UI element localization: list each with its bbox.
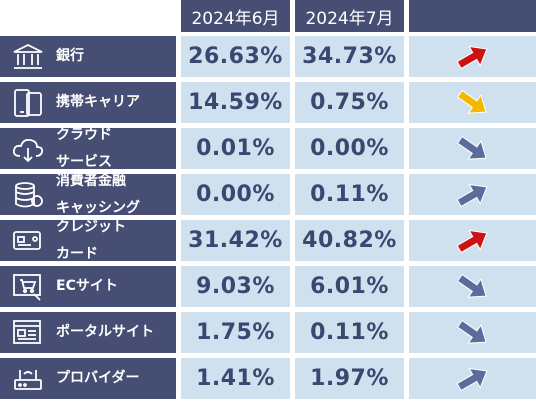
table-row: 銀行 26.63% 34.73% bbox=[0, 36, 536, 77]
header-july-2024: 2024年7月 bbox=[295, 0, 404, 32]
category-cell: 携帯キャリア bbox=[0, 82, 176, 123]
table-row: 携帯キャリア 14.59% 0.75% bbox=[0, 82, 536, 123]
category-label: プロバイダー bbox=[56, 370, 140, 386]
july-value: 1.97% bbox=[295, 358, 404, 399]
credit-card-icon bbox=[0, 220, 56, 261]
table-row: ポータルサイト 1.75% 0.11% bbox=[0, 312, 536, 353]
cloud-icon bbox=[0, 128, 56, 169]
july-value: 0.11% bbox=[295, 174, 404, 215]
arrow-up-icon bbox=[409, 174, 536, 215]
arrow-down-icon bbox=[409, 312, 536, 353]
coins-icon bbox=[0, 174, 56, 215]
category-cell: プロバイダー bbox=[0, 358, 176, 399]
june-value: 14.59% bbox=[181, 82, 290, 123]
shopping-cart-icon bbox=[0, 266, 56, 307]
arrow-down-icon bbox=[409, 266, 536, 307]
june-value: 9.03% bbox=[181, 266, 290, 307]
header-blank-category bbox=[0, 0, 176, 32]
table-row: プロバイダー 1.41% 1.97% bbox=[0, 358, 536, 399]
category-label: クレジット カード bbox=[56, 218, 126, 262]
router-icon bbox=[0, 358, 56, 399]
category-label: ポータルサイト bbox=[56, 324, 154, 340]
june-value: 26.63% bbox=[181, 36, 290, 77]
bank-icon bbox=[0, 36, 56, 77]
category-cell: クレジット カード bbox=[0, 219, 176, 262]
june-value: 0.01% bbox=[181, 128, 290, 169]
category-cell: 消費者金融 キャッシング bbox=[0, 173, 176, 216]
category-cell: クラウド サービス bbox=[0, 127, 176, 170]
category-label: 銀行 bbox=[56, 48, 84, 64]
category-label: クラウド サービス bbox=[56, 126, 112, 170]
arrow-up-icon bbox=[409, 36, 536, 77]
july-value: 40.82% bbox=[295, 220, 404, 261]
category-label: 携帯キャリア bbox=[56, 94, 140, 110]
table-row: ECサイト 9.03% 6.01% bbox=[0, 266, 536, 307]
june-value: 31.42% bbox=[181, 220, 290, 261]
smartphone-icon bbox=[0, 82, 56, 123]
category-label: ECサイト bbox=[56, 278, 118, 294]
header-trend bbox=[409, 0, 536, 32]
web-portal-icon bbox=[0, 312, 56, 353]
category-cell: ECサイト bbox=[0, 266, 176, 307]
category-cell: ポータルサイト bbox=[0, 312, 176, 353]
july-value: 0.11% bbox=[295, 312, 404, 353]
arrow-down-icon bbox=[409, 82, 536, 123]
june-value: 0.00% bbox=[181, 174, 290, 215]
table-row: 消費者金融 キャッシング 0.00% 0.11% bbox=[0, 173, 536, 216]
july-value: 6.01% bbox=[295, 266, 404, 307]
july-value: 0.75% bbox=[295, 82, 404, 123]
category-label: 消費者金融 キャッシング bbox=[56, 172, 140, 216]
table-row: クラウド サービス 0.01% 0.00% bbox=[0, 127, 536, 170]
category-cell: 銀行 bbox=[0, 36, 176, 77]
july-value: 34.73% bbox=[295, 36, 404, 77]
july-value: 0.00% bbox=[295, 128, 404, 169]
june-value: 1.41% bbox=[181, 358, 290, 399]
table-row: クレジット カード 31.42% 40.82% bbox=[0, 219, 536, 262]
june-value: 1.75% bbox=[181, 312, 290, 353]
arrow-up-icon bbox=[409, 358, 536, 399]
header-june-2024: 2024年6月 bbox=[181, 0, 290, 32]
arrow-up-icon bbox=[409, 220, 536, 261]
arrow-down-icon bbox=[409, 128, 536, 169]
